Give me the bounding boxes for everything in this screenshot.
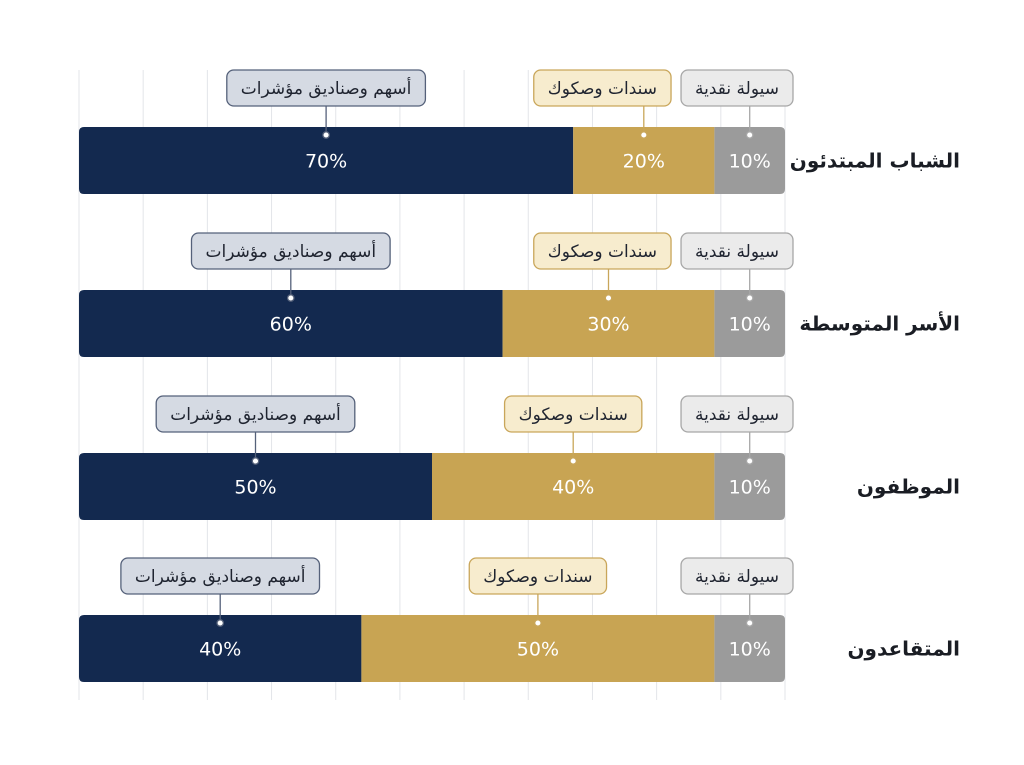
bar-row: 70% 20% 10% [79,127,785,194]
bar-segment [714,290,785,357]
legend-callout-label: أسهم وصناديق مؤشرات [135,565,306,587]
legend-callout: سندات وصكوك [503,395,643,465]
legend-callout-box [680,557,794,595]
legend-callout-box [680,69,794,107]
legend-callout: سيولة نقدية [680,395,794,465]
legend-callout: سيولة نقدية [680,232,794,302]
leader-dot [251,457,260,465]
bar-segment [79,290,503,357]
leader-dot [745,294,754,302]
legend-callout-label: سندات وصكوك [519,405,628,425]
legend-callout-label: سيولة نقدية [695,242,779,262]
legend-callout-label: أسهم وصناديق مؤشرات [170,403,341,425]
bar-segment [432,453,715,520]
callouts: أسهم وصناديق مؤشرات سندات وصكوك سيولة نقدي… [120,69,794,627]
leader-dot [639,131,648,139]
legend-callout-label: أسهم وصناديق مؤشرات [205,240,376,262]
bar-segment [79,127,574,194]
bar-value-label: 40% [552,477,594,499]
leader-dot [286,294,295,302]
bar-segment [502,290,715,357]
legend-callout-box [680,395,794,433]
legend-callout-box [468,557,608,595]
legend-callout: أسهم وصناديق مؤشرات [120,557,321,627]
bar-row: 50% 40% 10% [79,453,785,520]
category-label: المتقاعدون [847,637,960,661]
legend-callout-box [533,69,672,107]
bar-value-label: 10% [729,639,771,661]
legend-callout: سيولة نقدية [680,557,794,627]
legend-callout-box [226,69,427,107]
bar-row: 40% 50% 10% [79,615,785,682]
leader-dot [216,619,225,627]
row-labels: الشباب المبتدئون الأسر المتوسطة الموظفون ال… [790,149,960,661]
bar-value-label: 10% [729,477,771,499]
legend-callout-label: سندات وصكوك [548,79,657,99]
bar-value-label: 60% [270,314,312,336]
legend-callout-box [155,395,356,433]
bar-value-label: 50% [517,639,559,661]
legend-callout: سندات وصكوك [468,557,608,627]
leader-dot [745,457,754,465]
bar-row: 60% 30% 10% [79,290,785,357]
bar-segment [79,615,362,682]
bar-segment [714,127,785,194]
bar-value-label: 70% [305,151,347,173]
legend-callout: أسهم وصناديق مؤشرات [226,69,427,139]
category-label: الموظفون [857,475,960,499]
bar-value-label: 10% [729,314,771,336]
bar-segment [361,615,715,682]
legend-callout-box [190,232,391,270]
leader-dot [745,619,754,627]
category-label: الأسر المتوسطة [799,311,960,336]
legend-callout-box [533,232,672,270]
bar-segment [573,127,715,194]
legend-callout-label: أسهم وصناديق مؤشرات [241,77,412,99]
legend-callout: سندات وصكوك [533,232,672,302]
legend-callout-box [503,395,643,433]
bars: 70% 20% 10% 60% 30% 10% 50% 40% 10% 40% 50% 10% [79,127,785,682]
legend-callout: سيولة نقدية [680,69,794,139]
leader-dot [534,619,542,627]
legend-callout-label: سيولة نقدية [695,567,779,587]
legend-callout-label: سندات وصكوك [548,242,657,262]
legend-callout: أسهم وصناديق مؤشرات [190,232,391,302]
legend-callout-label: سيولة نقدية [695,79,779,99]
leader-dot [322,131,330,139]
bar-segment [714,615,785,682]
leader-dot [745,131,754,139]
bar-segment [79,453,432,520]
bar-value-label: 20% [623,151,665,173]
legend-callout: أسهم وصناديق مؤشرات [155,395,356,465]
legend-callout: سندات وصكوك [533,69,672,139]
bar-value-label: 30% [587,314,629,336]
leader-dot [604,294,613,302]
legend-callout-label: سيولة نقدية [695,405,779,425]
leader-dot [569,457,578,465]
bar-value-label: 40% [199,639,241,661]
category-label: الشباب المبتدئون [790,149,960,173]
bar-value-label: 50% [234,477,276,499]
legend-callout-box [680,232,794,270]
legend-callout-box [120,557,321,595]
legend-callout-label: سندات وصكوك [483,567,592,587]
bar-segment [714,453,785,520]
bar-value-label: 10% [729,151,771,173]
